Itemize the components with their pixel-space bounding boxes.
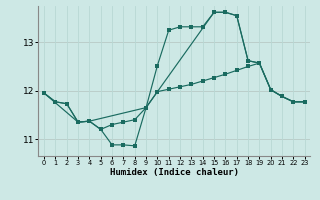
X-axis label: Humidex (Indice chaleur): Humidex (Indice chaleur) [110,168,239,177]
